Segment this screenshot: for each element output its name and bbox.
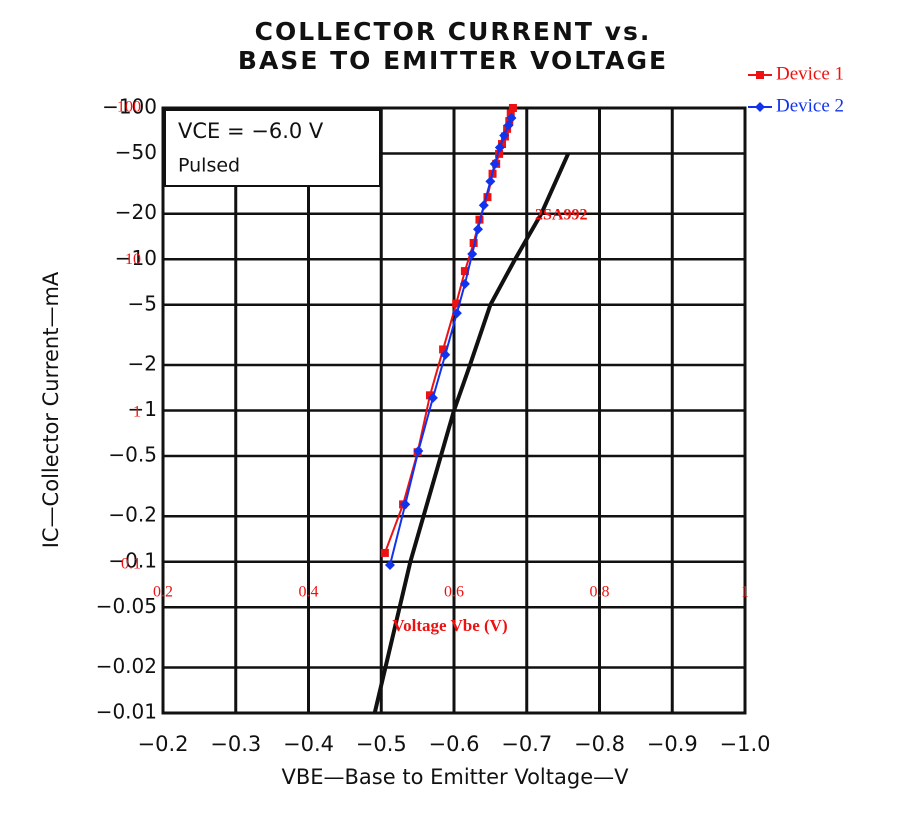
- x-tick-label: −0.3: [210, 732, 261, 756]
- condition-text: VCE = −6.0 V: [178, 119, 324, 143]
- marker: [469, 238, 478, 247]
- marker: [425, 391, 434, 400]
- marker: [460, 267, 469, 276]
- condition-text: Pulsed: [178, 155, 240, 177]
- legend-label: Device 1: [776, 63, 844, 84]
- marker: [467, 249, 478, 260]
- legend-marker: [756, 71, 764, 79]
- marker: [495, 149, 504, 158]
- y-tick-label: −0.05: [96, 594, 157, 618]
- marker: [473, 224, 484, 235]
- y-tick-label: −0.1: [108, 548, 157, 572]
- marker: [478, 200, 489, 211]
- y-tick-label: −20: [115, 200, 157, 224]
- marker: [489, 158, 500, 169]
- legend-marker: [755, 102, 765, 112]
- x-tick-label: −0.4: [283, 732, 334, 756]
- x-tick-label: 0.8: [590, 584, 610, 601]
- x-tick-label: −0.8: [574, 732, 625, 756]
- marker: [503, 120, 514, 131]
- marker: [459, 278, 470, 289]
- marker: [508, 104, 517, 112]
- y-tick-label: −5: [128, 291, 157, 315]
- annotation: 2SA992: [535, 207, 587, 224]
- x-tick-label: −0.6: [429, 732, 480, 756]
- marker: [499, 130, 510, 141]
- y-tick-label: −0.02: [96, 654, 157, 678]
- marker: [494, 142, 505, 153]
- marker: [506, 112, 517, 123]
- x-tick-label: −0.5: [356, 732, 407, 756]
- y-axis-label: IC—Collector Current—mA: [39, 271, 63, 548]
- x-tick-label: 0.6: [444, 584, 464, 601]
- chart-title: COLLECTOR CURRENT vs.: [255, 17, 652, 46]
- marker: [451, 308, 462, 319]
- y-tick-label: 10: [125, 251, 141, 268]
- y-tick-label: −50: [115, 140, 157, 164]
- condition-box: [164, 109, 381, 187]
- marker: [439, 345, 448, 354]
- marker: [384, 560, 395, 570]
- marker: [400, 499, 411, 510]
- marker: [440, 349, 451, 360]
- marker: [380, 548, 389, 557]
- chart-title: BASE TO EMITTER VOLTAGE: [238, 46, 668, 75]
- x-tick-label: −0.7: [501, 732, 552, 756]
- x-tick-label: 0.4: [299, 584, 319, 601]
- y-tick-label: −10: [115, 246, 157, 270]
- marker: [452, 299, 461, 308]
- y-tick-label: −0.5: [108, 443, 157, 467]
- series-line: [389, 117, 513, 566]
- y-tick-label: 0.1: [121, 556, 141, 573]
- marker: [485, 176, 496, 187]
- marker: [506, 109, 515, 118]
- y-tick-label: −0.2: [108, 503, 157, 527]
- marker: [427, 392, 438, 403]
- curve: [372, 152, 571, 714]
- x-axis-label: VBE—Base to Emitter Voltage—V: [281, 765, 629, 789]
- x-tick-label: 0.2: [153, 584, 173, 601]
- legend-label: Device 2: [776, 95, 844, 116]
- x-tick-label: −0.2: [138, 732, 189, 756]
- y-tick-label: −2: [128, 351, 157, 375]
- marker: [413, 446, 424, 457]
- y-tick-label: −0.01: [96, 700, 157, 724]
- y-tick-label: −100: [102, 95, 157, 119]
- x-axis-label: Voltage Vbe (V): [392, 616, 507, 635]
- y-tick-label: 100: [117, 99, 141, 116]
- x-tick-label: −1.0: [720, 732, 771, 756]
- y-tick-label: −1: [128, 397, 157, 421]
- y-tick-label: 1: [133, 403, 141, 420]
- x-tick-label: 1: [741, 584, 749, 601]
- x-tick-label: −0.9: [647, 732, 698, 756]
- marker: [483, 193, 492, 202]
